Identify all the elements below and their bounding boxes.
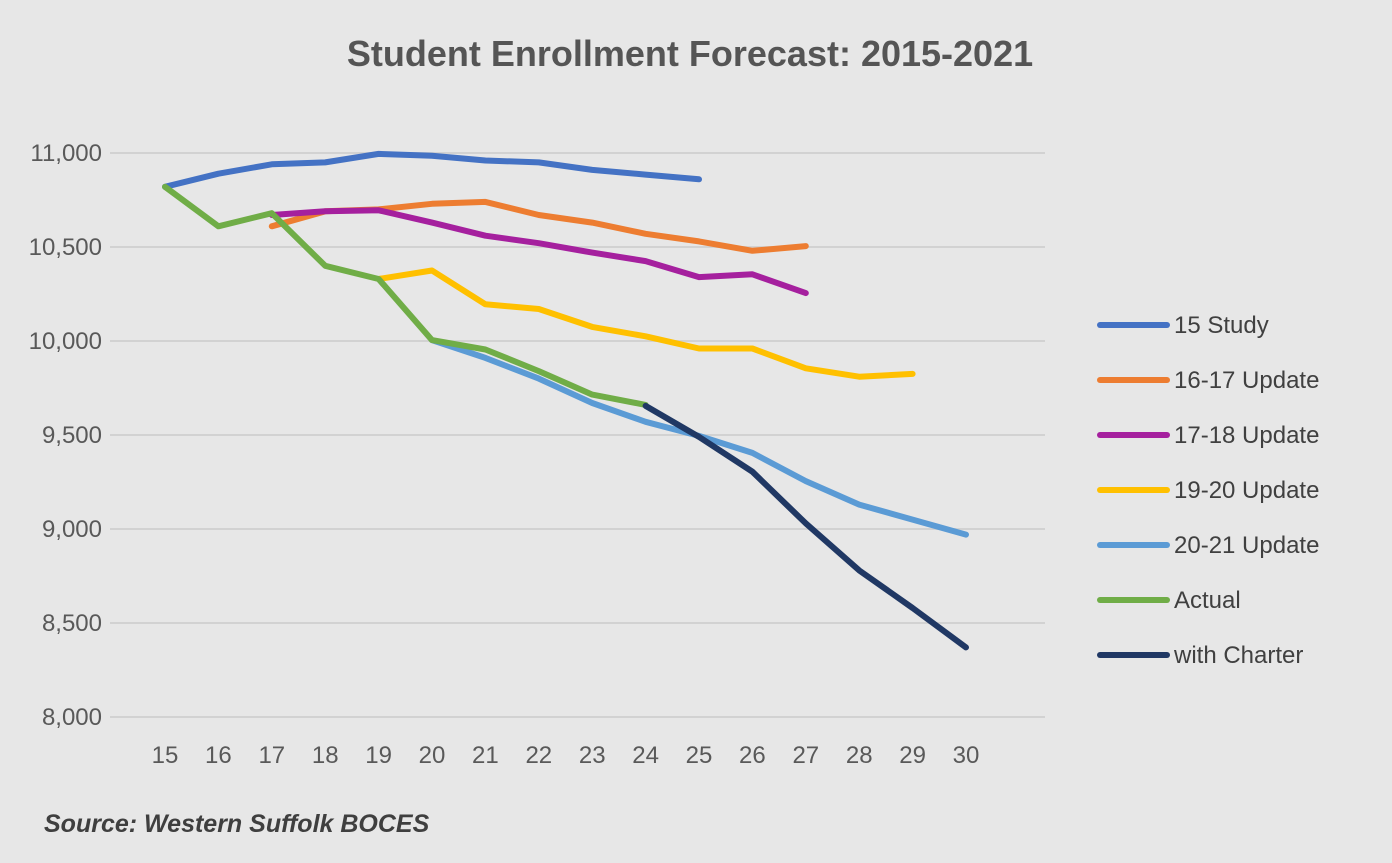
x-tick-label: 22 (525, 742, 552, 769)
series-layer (162, 150, 969, 651)
series-line-actual (162, 183, 649, 408)
x-tick-label: 28 (846, 742, 873, 769)
chart-title: Student Enrollment Forecast: 2015-2021 (347, 33, 1033, 74)
y-tick-label: 10,500 (29, 234, 102, 261)
legend-label-17-18-update: 17-18 Update (1174, 422, 1319, 449)
x-tick-label: 17 (258, 742, 285, 769)
y-tick-label: 9,500 (42, 422, 102, 449)
y-tick-label: 9,000 (42, 516, 102, 543)
x-axis: 15 16 17 18 19 20 21 22 23 24 25 26 27 28 29 30 (152, 742, 980, 769)
legend-label-15-study: 15 Study (1174, 312, 1269, 339)
x-tick-label: 24 (632, 742, 659, 769)
source-note: Source: Western Suffolk BOCES (44, 810, 430, 838)
x-tick-label: 16 (205, 742, 232, 769)
x-tick-label: 26 (739, 742, 766, 769)
x-tick-label: 21 (472, 742, 499, 769)
series-line-19-20-update (375, 267, 916, 380)
x-tick-label: 20 (419, 742, 446, 769)
x-tick-label: 25 (686, 742, 713, 769)
x-tick-label: 30 (953, 742, 980, 769)
legend-label-with-charter: with Charter (1173, 642, 1303, 669)
y-axis: 8,000 8,500 9,000 9,500 10,000 10,500 11,000 (29, 140, 102, 731)
legend-label-actual: Actual (1174, 587, 1241, 614)
x-tick-label: 27 (792, 742, 819, 769)
legend: 15 Study 16-17 Update 17-18 Update 19-20 Up… (1097, 312, 1319, 669)
x-tick-label: 19 (365, 742, 392, 769)
y-tick-label: 11,000 (30, 140, 102, 167)
y-tick-label: 8,500 (42, 610, 102, 637)
x-tick-label: 15 (152, 742, 179, 769)
grid-layer (110, 152, 1045, 718)
legend-label-19-20-update: 19-20 Update (1174, 477, 1319, 504)
y-tick-label: 8,000 (42, 704, 102, 731)
legend-label-16-17-update: 16-17 Update (1174, 367, 1319, 394)
series-line-with-charter (642, 402, 969, 651)
y-tick-label: 10,000 (29, 328, 102, 355)
legend-label-20-21-update: 20-21 Update (1174, 532, 1319, 559)
x-tick-label: 18 (312, 742, 339, 769)
x-tick-label: 23 (579, 742, 606, 769)
series-line-17-18-update (268, 207, 809, 297)
series-line-15-study (162, 150, 702, 190)
x-tick-label: 29 (899, 742, 926, 769)
